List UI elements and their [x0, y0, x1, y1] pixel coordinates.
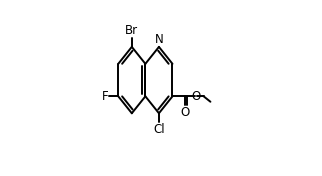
Text: O: O	[191, 90, 200, 103]
Text: Cl: Cl	[153, 123, 165, 136]
Text: O: O	[181, 106, 190, 119]
Text: N: N	[155, 33, 164, 46]
Text: Br: Br	[125, 24, 138, 37]
Text: F: F	[102, 90, 109, 103]
